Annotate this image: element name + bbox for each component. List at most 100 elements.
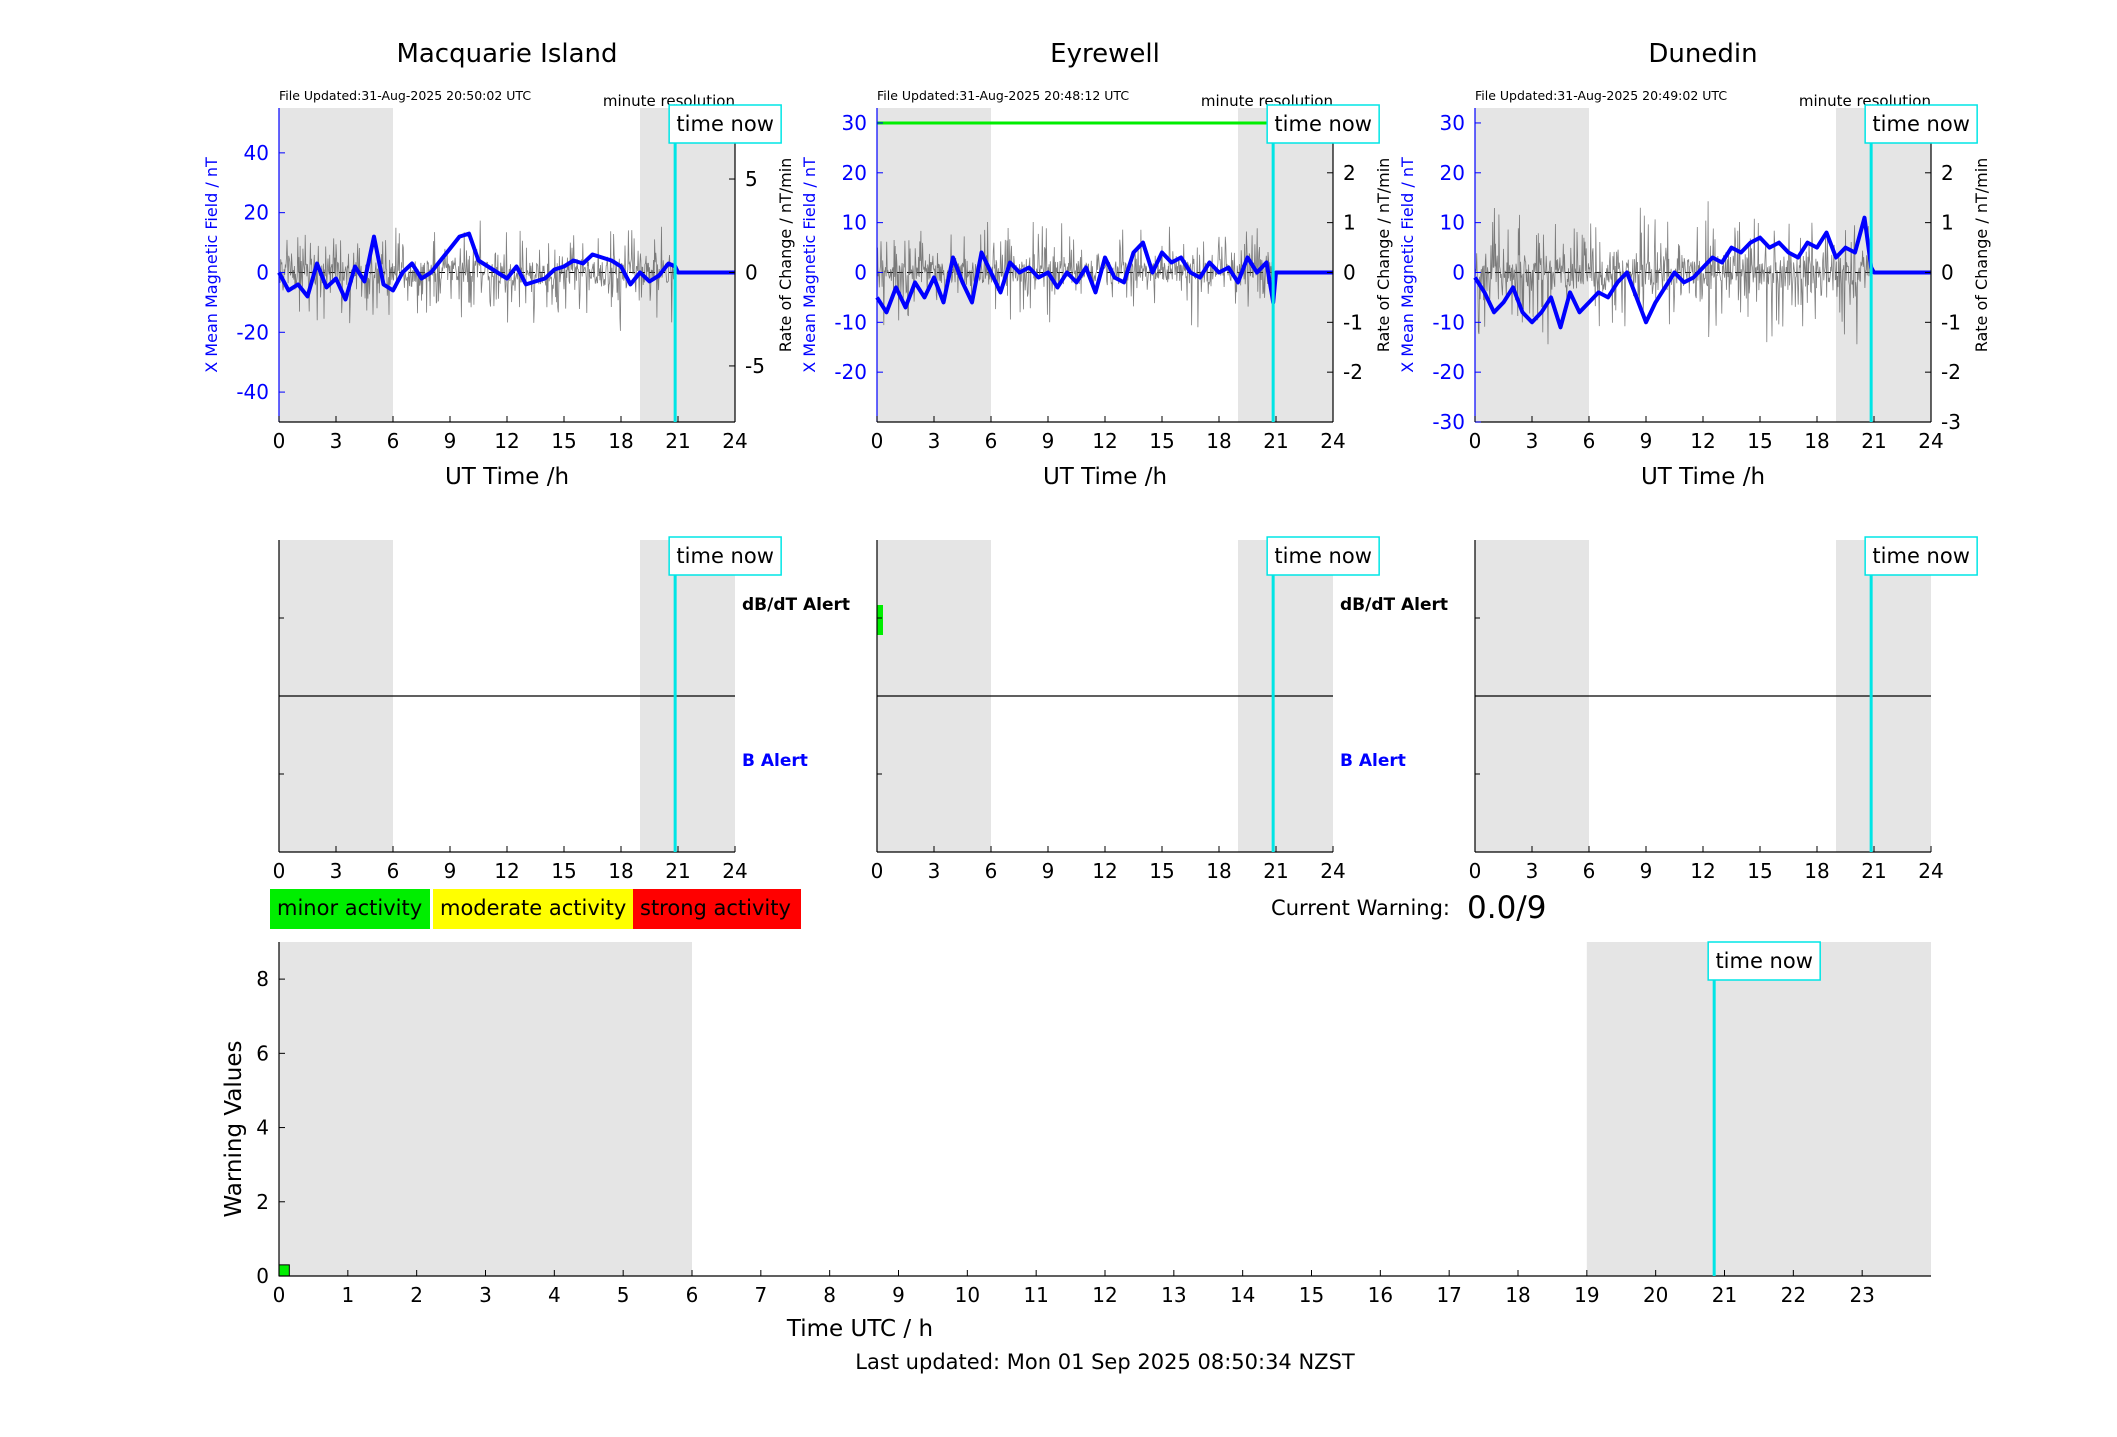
x-tick-tick-label: 15 [1149,859,1174,883]
rate-of-change-series [278,220,675,331]
x-tick-tick-label: 6 [387,859,400,883]
x-axis-label: UT Time /h [1641,464,1765,490]
time-now-label: time now [1872,112,1969,136]
x-tick-tick-label: 24 [1918,429,1943,453]
x-tick-tick-label: 24 [1320,859,1345,883]
right-tick-label: -2 [1343,360,1363,384]
x-tick-tick-label: 0 [1469,859,1482,883]
x-tick-tick-label: 0 [273,1283,286,1307]
legend-swatch-strong [633,889,801,929]
x-tick-tick-label: 15 [1747,859,1772,883]
x-tick-tick-label: 3 [1526,859,1539,883]
x-tick-tick-label: 15 [1299,1283,1324,1307]
left-tick-label: -10 [834,310,867,334]
x-tick-tick-label: 7 [754,1283,767,1307]
x-tick-tick-label: 12 [1690,859,1715,883]
x-tick-tick-label: 11 [1023,1283,1048,1307]
x-tick-tick-label: 18 [1804,429,1829,453]
x-tick-tick-label: 18 [1206,859,1231,883]
x-tick-tick-label: 15 [1149,429,1174,453]
left-axis-label: X Mean Magnetic Field / nT [202,157,221,373]
left-tick-label: -20 [236,320,269,344]
x-tick-tick-label: 12 [1092,1283,1117,1307]
x-tick-tick-label: 0 [871,859,884,883]
time-now-label: time now [676,112,773,136]
x-tick-tick-label: 0 [1469,429,1482,453]
right-tick-label: 2 [1941,161,1954,185]
x-tick-tick-label: 6 [985,429,998,453]
right-tick-label: 0 [1343,260,1356,284]
b-alert-label: B Alert [1340,751,1406,771]
right-axis-label: Rate of Change / nT/min [1972,158,1991,353]
left-tick-label: 10 [842,211,867,235]
dbdt-alert-bar [877,605,883,635]
x-tick-tick-label: 13 [1161,1283,1186,1307]
right-tick-label: -5 [745,354,765,378]
left-tick-label: 0 [1452,260,1465,284]
x-tick-tick-label: 0 [871,429,884,453]
x-tick-tick-label: 6 [686,1283,699,1307]
time-now-label: time now [1715,949,1812,973]
x-tick-tick-label: 24 [722,859,747,883]
x-tick-tick-label: 0 [273,859,286,883]
x-tick-tick-label: 3 [928,429,941,453]
x-tick-tick-label: 18 [608,429,633,453]
x-tick-tick-label: 9 [1640,429,1653,453]
x-tick-tick-label: 9 [892,1283,905,1307]
left-tick-label: 30 [842,111,867,135]
right-tick-label: 1 [1343,211,1356,235]
y-tick-label: 4 [256,1116,269,1140]
time-now-box [1266,104,1380,144]
x-tick-tick-label: 6 [387,429,400,453]
x-tick-tick-label: 22 [1781,1283,1806,1307]
dbdt-alert-label: dB/dT Alert [1340,595,1448,615]
left-tick-label: -20 [1432,360,1465,384]
left-tick-label: 20 [842,161,867,185]
x-tick-tick-label: 21 [1263,429,1288,453]
x-tick-tick-label: 21 [665,429,690,453]
x-tick-tick-label: 9 [1042,859,1055,883]
dbdt-alert-label: dB/dT Alert [742,595,850,615]
x-axis-label: Time UTC / h [786,1316,933,1342]
left-tick-label: 20 [244,201,269,225]
file-updated: File Updated:31-Aug-2025 20:50:02 UTC [279,88,531,103]
right-tick-label: 0 [1941,260,1954,284]
station-panel-1: Eyrewell File Updated:31-Aug-2025 20:48:1… [800,39,1393,490]
x-tick-tick-label: 21 [1861,859,1886,883]
x-tick-tick-label: 18 [1804,859,1829,883]
legend-label: moderate activity [440,896,626,920]
right-tick-label: -1 [1343,310,1363,334]
warning-bar [278,1264,290,1277]
y-tick-label: 2 [256,1190,269,1214]
time-now-box [1266,536,1380,576]
x-tick-tick-label: 18 [1206,429,1231,453]
x-tick-tick-label: 19 [1574,1283,1599,1307]
time-now-label: time now [676,544,773,568]
time-now-box [668,536,782,576]
y-tick-label: 0 [256,1264,269,1288]
time-now-label: time now [1274,112,1371,136]
station-title: Eyrewell [1050,39,1160,69]
station-panel-0: Macquarie Island File Updated:31-Aug-2025… [202,39,795,490]
x-tick-tick-label: 9 [1042,429,1055,453]
x-tick-tick-label: 21 [1861,429,1886,453]
x-mean-series [277,231,735,302]
right-tick-label: -3 [1941,410,1961,434]
left-tick-label: -40 [236,380,269,404]
x-tick-tick-label: 6 [985,859,998,883]
night-shading [640,108,735,422]
x-tick-tick-label: 6 [1583,429,1596,453]
right-tick-label: 2 [1343,161,1356,185]
y-axis-label: Warning Values [221,1040,247,1217]
left-tick-label: 0 [256,260,269,284]
x-tick-tick-label: 10 [955,1283,980,1307]
station-panel-2: Dunedin File Updated:31-Aug-2025 20:49:02… [1398,39,1991,490]
left-tick-label: 10 [1440,211,1465,235]
x-tick-tick-label: 24 [722,429,747,453]
station-title: Macquarie Island [396,39,617,69]
x-tick-tick-label: 6 [1583,859,1596,883]
x-tick-tick-label: 4 [548,1283,561,1307]
last-updated: Last updated: Mon 01 Sep 2025 08:50:34 N… [855,1350,1355,1374]
